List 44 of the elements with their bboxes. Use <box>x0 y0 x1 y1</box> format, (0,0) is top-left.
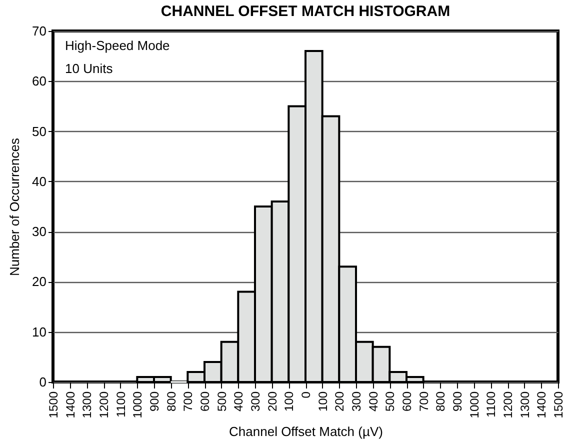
x-tick-label: 200 <box>265 391 280 412</box>
x-tick-label: 500 <box>383 391 398 412</box>
x-tick-label: 800 <box>164 391 178 412</box>
y-axis-title: Number of Occurrences <box>7 138 22 276</box>
x-tick-label: 1100 <box>114 391 128 418</box>
x-tick-label: 400 <box>366 391 380 412</box>
x-tick-label: 1300 <box>80 391 94 418</box>
x-tick-label: 1400 <box>534 391 549 418</box>
y-tick-label: 40 <box>32 174 46 189</box>
x-tick-label: 100 <box>282 391 296 412</box>
x-tick-label: 1000 <box>467 391 482 418</box>
y-tick-label: 50 <box>32 124 46 139</box>
x-tick-label: 1200 <box>97 391 111 418</box>
x-tick-label: 200 <box>332 391 347 412</box>
annotation: High-Speed Mode <box>65 38 170 53</box>
x-tick-label: 600 <box>400 391 414 412</box>
x-tick-label: 900 <box>148 391 162 412</box>
x-tick-label: 1200 <box>501 391 515 418</box>
x-tick-label: 800 <box>434 391 448 412</box>
x-tick-label: 1100 <box>484 391 498 418</box>
x-tick-label: 1300 <box>518 391 532 418</box>
x-tick-label: 700 <box>416 391 431 412</box>
x-tick-label: 1500 <box>552 391 566 418</box>
x-tick-label: 100 <box>316 391 330 412</box>
x-tick-label: 400 <box>232 391 246 412</box>
x-tick-label: 300 <box>248 391 262 412</box>
annotation: 10 Units <box>65 61 114 76</box>
y-tick-label: 60 <box>32 74 46 89</box>
x-tick-label: 1500 <box>46 391 60 418</box>
y-tick-label: 30 <box>32 224 46 240</box>
x-tick-label: 600 <box>198 391 212 412</box>
x-tick-label: 1400 <box>63 391 78 418</box>
x-tick-label: 900 <box>450 391 464 412</box>
y-tick-label: 20 <box>32 274 46 290</box>
chart-title: CHANNEL OFFSET MATCH HISTOGRAM <box>160 3 450 20</box>
x-tick-label: 300 <box>350 391 364 412</box>
x-tick-label: 1000 <box>130 391 145 418</box>
x-tick-label: 500 <box>214 391 229 412</box>
x-axis-title: Channel Offset Match (µV) <box>229 424 383 440</box>
y-tick-label: 0 <box>39 374 46 390</box>
y-tick-label: 70 <box>32 24 46 38</box>
y-tick-label: 10 <box>32 324 46 340</box>
x-tick-label: 0 <box>299 391 313 398</box>
x-tick-label: 700 <box>181 391 196 412</box>
